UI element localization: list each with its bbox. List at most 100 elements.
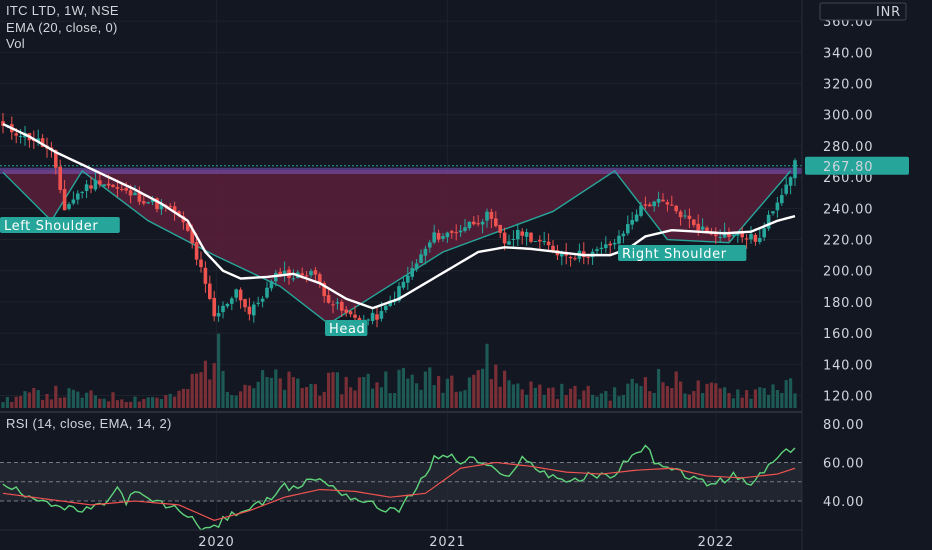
candle-body [450, 231, 454, 233]
volume-bar [269, 377, 273, 408]
volume-bar [10, 402, 14, 408]
volume-bar [437, 376, 441, 408]
volume-bar [494, 364, 498, 408]
pattern-area [3, 170, 791, 324]
candle-body [234, 289, 238, 298]
candle-body [533, 241, 538, 243]
volume-bar [784, 380, 788, 408]
candle-body [194, 242, 199, 260]
volume-bar [344, 376, 348, 408]
candle-body [489, 211, 494, 219]
volume-bar [137, 401, 141, 408]
rsi-tick-label: 40.00 [823, 495, 864, 510]
volume-bar [709, 382, 713, 408]
volume-bar [736, 389, 740, 408]
volume-bar [265, 377, 269, 408]
volume-bar [745, 390, 749, 408]
candle-body [599, 247, 604, 250]
candle-body [634, 214, 639, 222]
candle-body [502, 232, 507, 244]
volume-bar [146, 397, 150, 408]
volume-bar [331, 372, 335, 408]
candle-body [485, 211, 489, 221]
candle-body [766, 214, 771, 229]
volume-bar [428, 367, 432, 408]
pattern-labels: Left Shoulder Head Right Shoulder [0, 217, 747, 337]
volume-bar [463, 390, 467, 408]
volume-bar [485, 343, 489, 408]
volume-bar [793, 393, 797, 408]
ema-legend[interactable]: EMA (20, close, 0) [6, 20, 118, 35]
rsi-legend[interactable]: RSI (14, close, EMA, 14, 2) [6, 416, 172, 431]
candle-body [700, 226, 705, 230]
last-price-label: 267.80 [823, 160, 873, 175]
candle-body [775, 202, 780, 211]
candle-body [265, 287, 269, 298]
vol-legend[interactable]: Vol [6, 36, 25, 51]
volume-bar [340, 394, 344, 408]
candle-body [344, 309, 348, 313]
candle-body [727, 233, 731, 237]
candle-body [230, 298, 234, 304]
candle-body [414, 263, 419, 270]
price-axis-bg [802, 0, 932, 550]
candle-body [529, 232, 533, 242]
candle-body [665, 202, 670, 205]
volume-bar [142, 398, 146, 408]
candle-body [643, 204, 648, 206]
volume-bar [542, 394, 546, 408]
symbol-legend[interactable]: ITC LTD, 1W, NSE [6, 3, 119, 18]
candle-body [133, 192, 137, 196]
candle-body [423, 248, 428, 256]
pattern-label-box [0, 217, 120, 233]
volume-bar [419, 389, 423, 408]
candle-body [758, 237, 762, 242]
volume-bar [256, 381, 260, 408]
volume-bar [129, 401, 133, 408]
volume-bar [124, 402, 128, 408]
volume-bar [683, 393, 687, 408]
volume-bar [762, 388, 766, 408]
volume-bar [203, 360, 207, 408]
volume-bar [639, 385, 643, 408]
candle-body [221, 305, 225, 313]
volume-bar [195, 373, 199, 408]
volume-bar [283, 389, 287, 408]
candle-body [538, 239, 542, 242]
candle-body [155, 198, 159, 210]
candle-body [696, 223, 700, 231]
volume-bar [54, 385, 58, 408]
candle-body [744, 238, 749, 240]
candle-body [340, 301, 344, 311]
volume-bar [547, 387, 551, 408]
candle-body [753, 234, 758, 242]
candle-body [472, 221, 476, 225]
volume-bar [291, 377, 295, 408]
candle-body [762, 228, 766, 238]
time-tick-label: 2020 [198, 535, 234, 550]
candle-body [678, 211, 683, 218]
volume-bar [287, 371, 291, 408]
time-tick-label: 2022 [698, 535, 734, 550]
volume-bar [199, 372, 203, 408]
volume-bar [5, 397, 9, 408]
volume-bar [749, 398, 753, 408]
volume-bar [190, 373, 194, 408]
candle-body [670, 204, 674, 206]
candle-body [630, 219, 634, 225]
pattern-label-text: Left Shoulder [4, 219, 98, 234]
candle-body [612, 242, 617, 245]
volume-bar [727, 393, 731, 408]
ema-line [2, 122, 796, 310]
volume-bar [85, 392, 89, 408]
volume-bar [296, 378, 300, 408]
candle-body [146, 202, 150, 204]
candle-body [150, 199, 155, 203]
volume-bar [657, 368, 661, 408]
volume-bar [93, 395, 97, 408]
candle-body [278, 271, 282, 276]
price-tick-label: 260.00 [823, 171, 873, 186]
volume-bar [789, 378, 793, 408]
grid-lines [0, 0, 932, 530]
